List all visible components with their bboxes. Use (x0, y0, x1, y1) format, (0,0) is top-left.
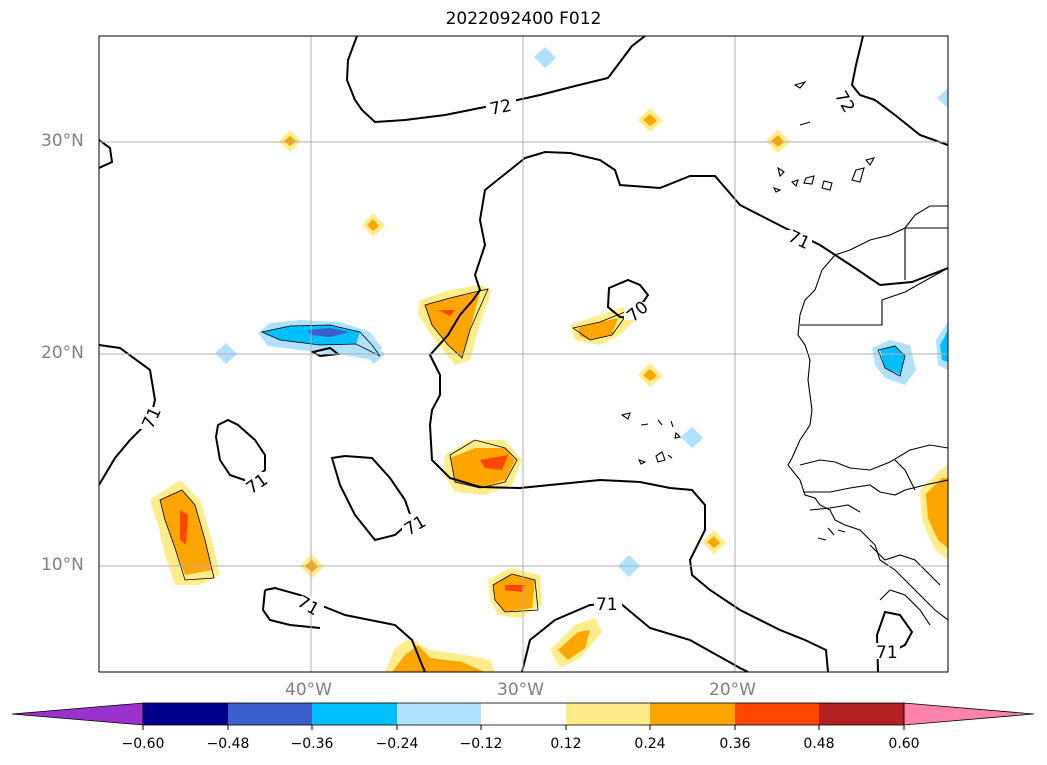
colorbar-tick-label: 0.12 (550, 736, 581, 752)
colorbar: −0.60 −0.48 −0.36 −0.24 −0.12 0.12 0.24 … (11, 702, 1035, 752)
colorbar-frame (142, 702, 905, 726)
lat-label-20n: 20°N (41, 343, 84, 363)
colorbar-tick-label: 0.24 (634, 736, 665, 752)
colorbar-tick-label: 0.48 (803, 736, 834, 752)
contour-labels: 72 72 71 71 71 71 71 71 71 70 (139, 88, 900, 663)
plot-frame (98, 35, 949, 673)
shading-warm-patches (150, 108, 948, 672)
lon-label-40w: 40°W (285, 680, 332, 700)
colorbar-cell (735, 703, 819, 725)
colorbar-tick-label: −0.36 (291, 736, 334, 752)
colorbar-tick-label: −0.24 (376, 736, 419, 752)
lat-label-30n: 30°N (41, 131, 84, 151)
lon-label-30w: 30°W (497, 680, 544, 700)
colorbar-tick-label: −0.12 (460, 736, 503, 752)
patch-outlines (159, 288, 906, 613)
shading-blue-patches (215, 47, 948, 577)
plot-area: 72 72 71 71 71 71 71 71 71 70 (99, 36, 948, 672)
colorbar-cell (228, 703, 312, 725)
colorbar-cell (312, 703, 397, 725)
map-title: 2022092400 F012 (445, 9, 602, 29)
contour-label: 72 (488, 96, 513, 120)
colorbar-cell (566, 703, 650, 725)
colorbar-tick-label: 0.60 (888, 736, 919, 752)
colorbar-cell (143, 703, 228, 725)
colorbar-under-arrow (11, 702, 144, 726)
colorbar-tick-label: −0.60 (122, 736, 165, 752)
grid-lines (99, 36, 948, 672)
colorbar-cell (397, 703, 481, 725)
contour-label: 71 (876, 643, 898, 663)
lat-label-10n: 10°N (41, 555, 84, 575)
colorbar-tick-label: 0.36 (719, 736, 750, 752)
colorbar-tick-label: −0.48 (207, 736, 250, 752)
colorbar-cell (650, 703, 735, 725)
colorbar-cell (819, 703, 904, 725)
contour-label: 71 (596, 595, 618, 615)
colorbar-cell (481, 703, 566, 725)
lon-label-20w: 20°W (709, 680, 756, 700)
colorbar-over-arrow (903, 702, 1035, 726)
coastlines (620, 80, 948, 626)
